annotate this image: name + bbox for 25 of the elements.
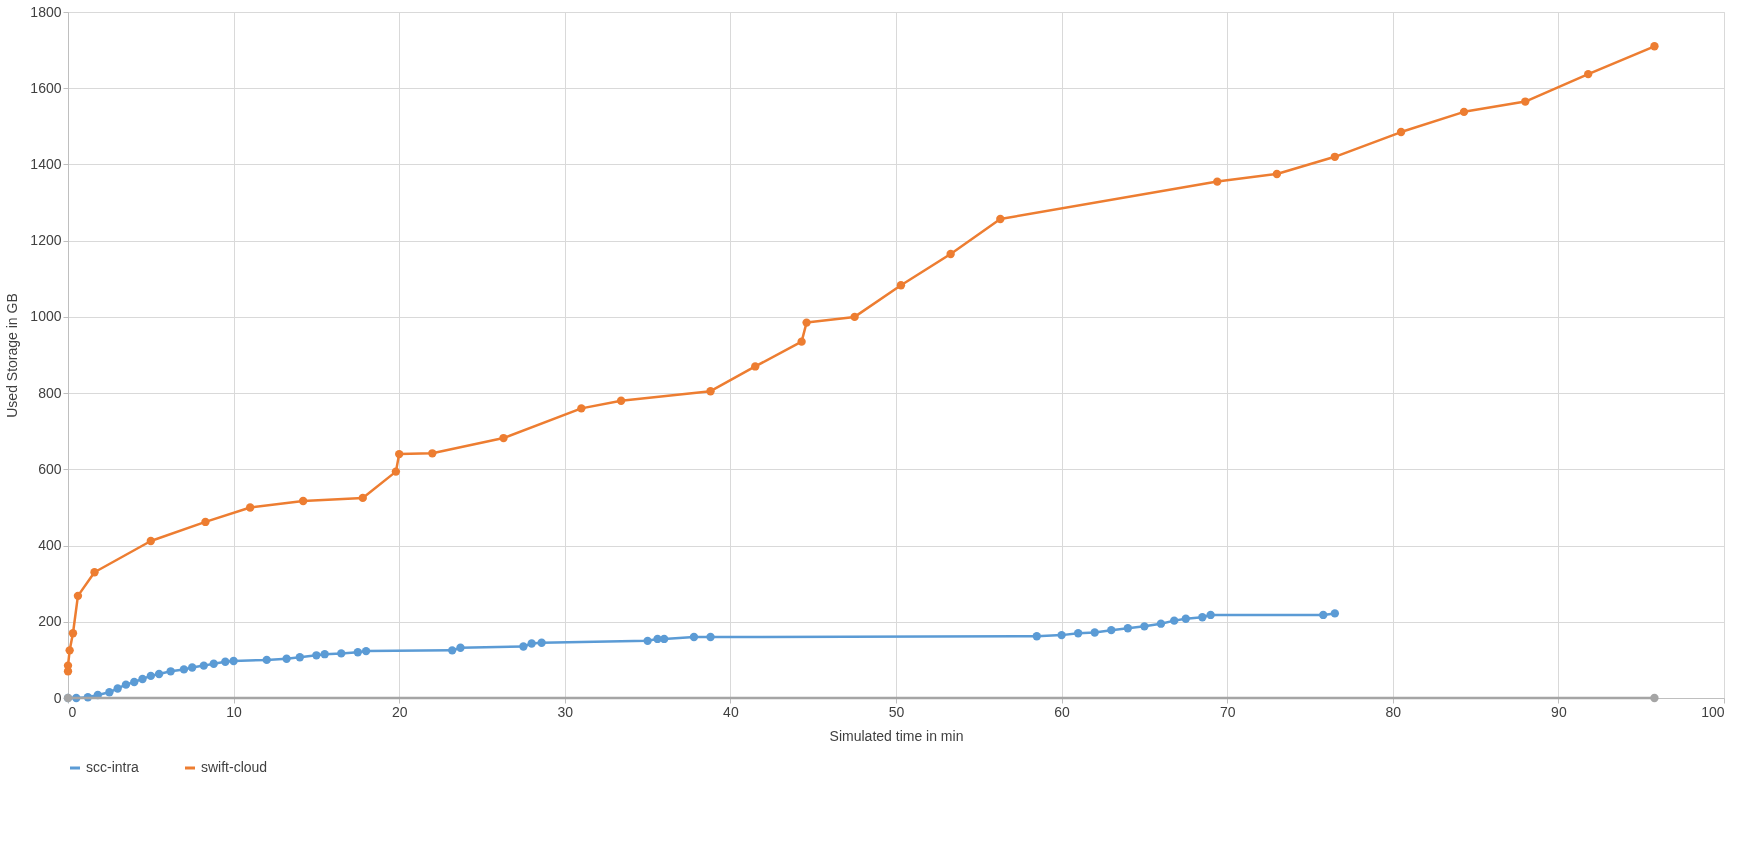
x-tick-label: 70 — [1219, 703, 1236, 720]
y-axis-title: Used Storage in GB — [4, 293, 21, 418]
y-tick-label: 400 — [38, 537, 62, 554]
legend-label: swift-cloud — [201, 759, 268, 775]
x-tick-label: 60 — [1054, 703, 1071, 720]
x-tick-label: 90 — [1551, 703, 1567, 720]
y-tick-label: 800 — [38, 384, 62, 401]
x-tick-label: 50 — [888, 703, 905, 720]
x-tick-label: 0 — [68, 703, 77, 720]
x-axis-title: Simulated time in min — [829, 727, 964, 744]
y-tick-label: 600 — [38, 460, 62, 477]
y-tick-label: 1800 — [30, 3, 62, 20]
y-tick-label: 0 — [53, 689, 62, 706]
x-tick-label: 40 — [723, 703, 739, 720]
legend-label: scc-intra — [86, 759, 140, 775]
x-tick-label: 100 — [1701, 703, 1725, 720]
x-tick-label: 10 — [226, 703, 243, 720]
x-tick-label: 30 — [557, 703, 574, 720]
x-tick-label: 80 — [1385, 703, 1402, 720]
y-tick-label: 1200 — [30, 232, 62, 249]
y-tick-label: 200 — [38, 613, 62, 630]
y-tick-label: 1600 — [30, 79, 62, 96]
x-tick-label: 20 — [391, 703, 408, 720]
y-tick-label: 1000 — [30, 308, 62, 325]
y-tick-label: 1400 — [30, 155, 62, 172]
